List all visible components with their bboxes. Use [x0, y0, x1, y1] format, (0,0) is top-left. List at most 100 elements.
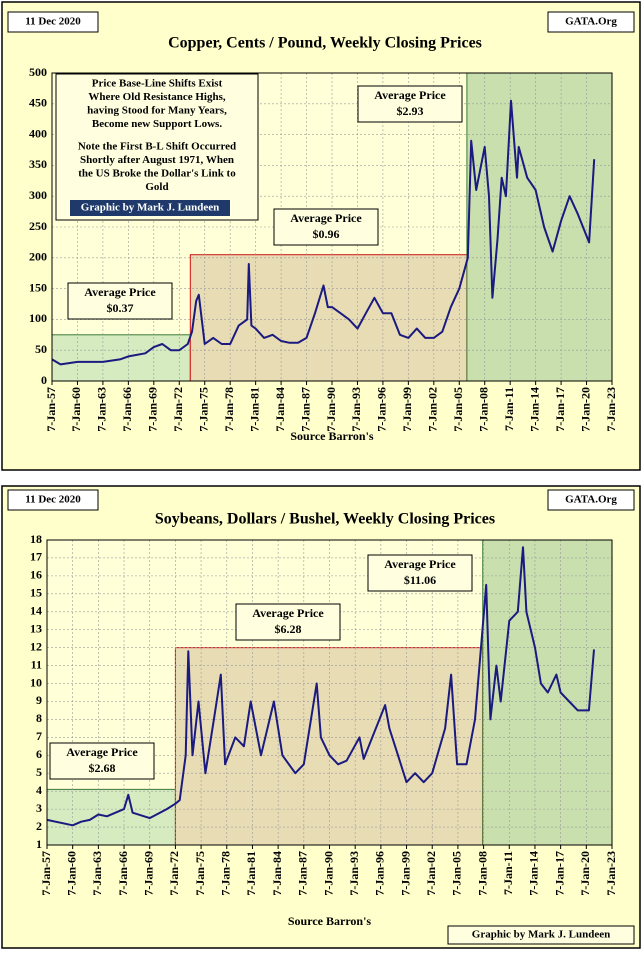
x-tick-label: 7-Jan-93	[347, 851, 361, 896]
y-tick-label: 500	[29, 65, 47, 79]
average-label: Average Price	[374, 88, 446, 102]
y-tick-label: 2	[36, 819, 42, 833]
y-tick-label: 12	[30, 639, 42, 653]
x-tick-label: 7-Jan-11	[502, 387, 516, 431]
x-tick-label: 7-Jan-66	[116, 851, 130, 896]
x-tick-label: 7-Jan-23	[604, 851, 618, 896]
x-tick-label: 7-Jan-96	[373, 851, 387, 896]
y-tick-label: 8	[36, 711, 42, 725]
average-label-box	[357, 85, 463, 123]
y-tick-label: 17	[30, 550, 42, 564]
site: GATA.Org	[565, 494, 617, 506]
x-tick-label: 7-Jan-57	[39, 851, 53, 896]
credit: Graphic by Mark J. Lundeen	[472, 929, 610, 941]
x-tick-label: 7-Jan-81	[247, 387, 261, 432]
date: 11 Dec 2020	[25, 494, 81, 506]
average-label: $6.28	[275, 622, 302, 636]
y-tick-label: 100	[29, 311, 47, 325]
average-label: $0.96	[313, 227, 340, 241]
note-line: Note the First B-L Shift Occurred	[78, 141, 236, 153]
x-tick-label: 7-Jan-75	[193, 851, 207, 896]
y-tick-label: 200	[29, 250, 47, 264]
average-label: Average Price	[84, 285, 156, 299]
x-axis-label: Source Barron's	[288, 914, 372, 928]
y-tick-label: 9	[36, 693, 42, 707]
x-tick-label: 7-Jan-02	[424, 851, 438, 896]
average-label: $0.37	[107, 301, 134, 315]
x-tick-label: 7-Jan-75	[196, 387, 210, 432]
note-line: Price Base-Line Shifts Exist	[92, 78, 223, 90]
y-tick-label: 13	[30, 621, 42, 635]
y-tick-label: 150	[29, 280, 47, 294]
average-label-box	[49, 742, 155, 780]
x-tick-label: 7-Jan-14	[527, 851, 541, 896]
x-tick-label: 7-Jan-63	[90, 851, 104, 896]
average-label: Average Price	[290, 211, 362, 225]
y-tick-label: 50	[35, 342, 47, 356]
y-tick-label: 450	[29, 96, 47, 110]
x-tick-label: 7-Jan-11	[501, 851, 515, 895]
average-label-box	[235, 603, 341, 641]
x-tick-label: 7-Jan-17	[553, 387, 567, 432]
y-tick-label: 6	[36, 747, 42, 761]
x-tick-label: 7-Jan-96	[375, 387, 389, 432]
plot-frame	[51, 72, 613, 382]
x-tick-label: 7-Jan-78	[222, 387, 236, 432]
price-line	[51, 99, 596, 366]
x-tick-label: 7-Jan-05	[450, 851, 464, 896]
y-tick-label: 18	[30, 532, 42, 546]
average-label-box	[67, 282, 173, 320]
note-line: having Stood for Many Years,	[87, 105, 227, 117]
date: 11 Dec 2020	[25, 16, 81, 28]
average-region	[46, 788, 176, 846]
average-label: Average Price	[66, 745, 138, 759]
x-tick-label: 7-Jan-20	[578, 851, 592, 896]
note-box	[55, 73, 259, 221]
date-box	[7, 489, 99, 511]
x-tick-label: 7-Jan-08	[475, 851, 489, 896]
x-tick-label: 7-Jan-14	[527, 387, 541, 432]
x-tick-label: 7-Jan-72	[167, 851, 181, 896]
date-box	[7, 11, 99, 33]
average-region	[189, 254, 468, 382]
chart-title: Soybeans, Dollars / Bushel, Weekly Closi…	[155, 511, 495, 528]
y-tick-label: 5	[36, 765, 42, 779]
x-tick-label: 7-Jan-72	[171, 387, 185, 432]
x-tick-label: 7-Jan-57	[44, 387, 58, 432]
x-tick-label: 7-Jan-87	[298, 387, 312, 432]
note-line: Gold	[145, 181, 168, 193]
site-box	[547, 11, 635, 33]
x-tick-label: 7-Jan-69	[141, 851, 155, 896]
note-line: Shortly after August 1971, When	[80, 154, 234, 166]
credit: Graphic by Mark J. Lundeen	[81, 202, 219, 214]
x-tick-label: 7-Jan-87	[296, 851, 310, 896]
site: GATA.Org	[565, 16, 617, 28]
average-label: Average Price	[384, 557, 456, 571]
x-tick-label: 7-Jan-20	[578, 387, 592, 432]
note-line: Become new Support Lows.	[92, 118, 222, 130]
x-tick-label: 7-Jan-93	[349, 387, 363, 432]
x-tick-label: 7-Jan-17	[552, 851, 566, 896]
x-tick-label: 7-Jan-78	[219, 851, 233, 896]
x-tick-label: 7-Jan-05	[451, 387, 465, 432]
average-label: Average Price	[252, 606, 324, 620]
note-line: Where Old Resistance Highs,	[88, 91, 226, 103]
x-tick-label: 7-Jan-90	[324, 387, 338, 432]
chart-title: Copper, Cents / Pound, Weekly Closing Pr…	[168, 35, 482, 52]
x-tick-label: 7-Jan-63	[95, 387, 109, 432]
credit-box	[70, 200, 230, 216]
site-box	[547, 489, 635, 511]
y-tick-label: 0	[41, 373, 47, 387]
x-tick-label: 7-Jan-66	[120, 387, 134, 432]
x-tick-label: 7-Jan-02	[426, 387, 440, 432]
x-tick-label: 7-Jan-84	[270, 851, 284, 896]
y-tick-label: 15	[30, 586, 42, 600]
x-tick-label: 7-Jan-69	[146, 387, 160, 432]
x-axis-label: Source Barron's	[290, 429, 374, 443]
y-tick-label: 3	[36, 801, 42, 815]
x-tick-label: 7-Jan-90	[321, 851, 335, 896]
x-tick-label: 7-Jan-60	[69, 387, 83, 432]
y-tick-label: 400	[29, 126, 47, 140]
y-tick-label: 250	[29, 219, 47, 233]
